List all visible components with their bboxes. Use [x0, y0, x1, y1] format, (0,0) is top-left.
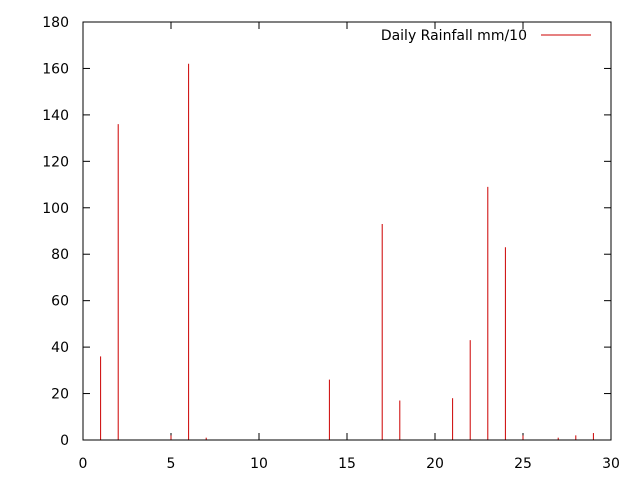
x-tick-label: 5	[167, 456, 176, 472]
tick-labels: 0 20 40 60 80 100 120 140 160 180 0 5 10 15 20 25 30	[42, 15, 620, 472]
y-tick-label: 80	[51, 247, 69, 263]
y-tick-label: 160	[42, 61, 69, 77]
y-tick-label: 120	[42, 154, 69, 170]
y-tick-label: 0	[60, 433, 69, 449]
y-tick-label: 180	[42, 15, 69, 31]
bars	[100, 63, 594, 440]
y-tick-label: 20	[51, 387, 69, 403]
legend: Daily Rainfall mm/10	[381, 28, 591, 44]
x-tick-label: 20	[426, 456, 444, 472]
x-tick-label: 25	[514, 456, 532, 472]
x-tick-label: 30	[602, 456, 620, 472]
x-tick-label: 15	[338, 456, 356, 472]
y-tick-label: 140	[42, 108, 69, 124]
x-tick-label: 10	[250, 456, 268, 472]
x-tick-label: 0	[79, 456, 88, 472]
axis-ticks	[82, 21, 612, 441]
y-tick-label: 100	[42, 201, 69, 217]
plot-frame	[82, 21, 612, 441]
y-tick-label: 40	[51, 340, 69, 356]
legend-label: Daily Rainfall mm/10	[381, 28, 527, 44]
y-tick-label: 60	[51, 294, 69, 310]
